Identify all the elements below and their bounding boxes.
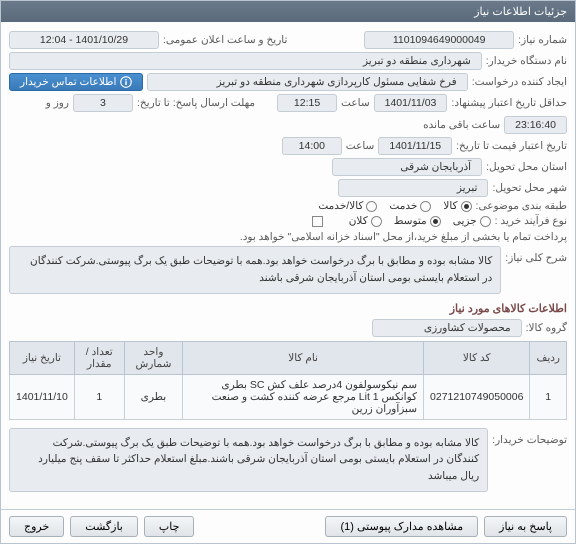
radio-dot-icon: [461, 201, 472, 212]
panel-title: جزئیات اطلاعات نیاز: [1, 1, 575, 22]
table-header-row: ردیف کد کالا نام کالا واحد شمارش تعداد /…: [10, 341, 567, 374]
creator-value: فرخ شفایی مسئول کارپردازی شهرداری منطقه …: [147, 73, 467, 91]
province-value: آذربایجان شرقی: [332, 158, 482, 176]
goods-section-title: اطلاعات کالاهای مورد نیاز: [9, 302, 567, 315]
row-category: طبقه بندی موضوعی: کالا خدمت کالا/خدمت: [9, 200, 567, 212]
row-goods-group: گروه کالا: محصولات کشاورزی: [9, 319, 567, 337]
radio-goods[interactable]: کالا: [443, 200, 471, 212]
creator-label: ایجاد کننده درخواست:: [472, 76, 567, 88]
time-label-2: ساعت: [346, 140, 375, 152]
radio-service-label: خدمت: [389, 200, 417, 212]
goods-table: ردیف کد کالا نام کالا واحد شمارش تعداد /…: [9, 341, 567, 420]
attachments-button[interactable]: مشاهده مدارک پیوستی (1): [325, 516, 478, 537]
print-button[interactable]: چاپ: [144, 516, 195, 537]
row-buyer-org: نام دستگاه خریدار: شهرداری منطقه دو تبری…: [9, 52, 567, 70]
radio-dot-icon: [430, 216, 441, 227]
partial-pay-checkbox[interactable]: [312, 216, 323, 227]
radio-dot-icon: [420, 201, 431, 212]
radio-medium[interactable]: متوسط: [394, 215, 441, 227]
remain-label: ساعت باقی مانده: [423, 119, 500, 131]
radio-goods-service[interactable]: کالا/خدمت: [318, 200, 377, 212]
col-unit: واحد شمارش: [124, 341, 183, 374]
radio-goods-service-label: کالا/خدمت: [318, 200, 363, 212]
col-code: کد کالا: [424, 341, 530, 374]
row-price-valid: تاریخ اعتبار قیمت تا تاریخ: 1401/11/15 س…: [9, 137, 567, 155]
goods-group-value: محصولات کشاورزی: [372, 319, 522, 337]
contact-buyer-label: اطلاعات تماس خریدار: [20, 76, 116, 88]
footer-left-group: پاسخ به نیاز مشاهده مدارک پیوستی (1): [325, 516, 567, 537]
price-valid-date: 1401/11/15: [378, 137, 452, 155]
category-radio-group: کالا خدمت کالا/خدمت: [318, 200, 471, 212]
row-city: شهر محل تحویل: تبریز: [9, 179, 567, 197]
purchase-type-label: نوع فرآیند خرید :: [495, 215, 567, 227]
city-value: تبریز: [338, 179, 488, 197]
contact-buyer-button[interactable]: اطلاعات تماس خریدار: [9, 73, 143, 91]
days-label: روز و: [46, 97, 69, 109]
announce-value: 1401/10/29 - 12:04: [9, 31, 159, 49]
province-label: استان محل تحویل:: [486, 161, 567, 173]
price-valid-label: تاریخ اعتبار قیمت تا تاریخ:: [456, 140, 567, 152]
details-panel: جزئیات اطلاعات نیاز شماره نیاز: 11010946…: [0, 0, 576, 544]
cell-row-no: 1: [530, 374, 567, 419]
response-days: 3: [73, 94, 133, 112]
response-label: مهلت ارسال پاسخ: تا تاریخ:: [137, 97, 255, 109]
price-valid-time: 14:00: [282, 137, 342, 155]
goods-group-label: گروه کالا:: [526, 322, 567, 334]
city-label: شهر محل تحویل:: [492, 182, 567, 194]
deadline-label: حداقل تاریخ اعتبار پیشنهاد:: [451, 97, 567, 109]
category-label: طبقه بندی موضوعی:: [476, 200, 567, 212]
announce-label: تاریخ و ساعت اعلان عمومی:: [163, 34, 287, 46]
need-no-value: 1101094649000049: [364, 31, 514, 49]
info-icon: [120, 76, 132, 88]
need-no-label: شماره نیاز:: [518, 34, 567, 46]
cell-unit: بطری: [124, 374, 183, 419]
buyer-notes-text: کالا مشابه بوده و مطابق با برگ درخواست خ…: [9, 428, 488, 492]
row-buyer-notes: توضیحات خریدار: کالا مشابه بوده و مطابق …: [9, 428, 567, 492]
deadline-time: 12:15: [277, 94, 337, 112]
row-desc: شرح کلی نیاز: کالا مشابه بوده و مطابق با…: [9, 246, 567, 294]
partial-pay-label: پرداخت تمام یا بخشی از مبلغ خرید،از محل …: [240, 231, 567, 243]
back-button[interactable]: بازگشت: [70, 516, 138, 537]
cell-name: سم نیکوسولفون 4درصد علف کش SC بطری کوانک…: [183, 374, 424, 419]
row-deadline: حداقل تاریخ اعتبار پیشنهاد: 1401/11/03 س…: [9, 94, 567, 134]
radio-medium-label: متوسط: [394, 215, 427, 227]
radio-service[interactable]: خدمت: [389, 200, 431, 212]
row-province: استان محل تحویل: آذربایجان شرقی: [9, 158, 567, 176]
radio-goods-label: کالا: [443, 200, 457, 212]
footer-right-group: چاپ بازگشت خروج: [9, 516, 194, 537]
buyer-org-label: نام دستگاه خریدار:: [486, 55, 567, 67]
radio-dot-icon: [366, 201, 377, 212]
deadline-date: 1401/11/03: [374, 94, 448, 112]
respond-button[interactable]: پاسخ به نیاز: [484, 516, 567, 537]
radio-dot-icon: [371, 216, 382, 227]
cell-code: 0271210749050006: [424, 374, 530, 419]
response-countdown: 23:16:40: [504, 116, 567, 134]
purchase-type-radio-group: جزیی متوسط کلان: [349, 215, 491, 227]
buyer-org-value: شهرداری منطقه دو تبریز: [9, 52, 482, 70]
row-purchase-type: نوع فرآیند خرید : جزیی متوسط کلان پرداخت…: [9, 215, 567, 243]
radio-large-label: کلان: [349, 215, 368, 227]
desc-label: شرح کلی نیاز:: [505, 246, 567, 264]
row-need-no: شماره نیاز: 1101094649000049 تاریخ و ساع…: [9, 31, 567, 49]
radio-large[interactable]: کلان: [349, 215, 382, 227]
col-qty: تعداد / مقدار: [74, 341, 124, 374]
cell-date: 1401/11/10: [10, 374, 75, 419]
radio-small-label: جزیی: [453, 215, 477, 227]
desc-text: کالا مشابه بوده و مطابق با برگ درخواست خ…: [9, 246, 501, 294]
col-date: تاریخ نیاز: [10, 341, 75, 374]
footer-bar: پاسخ به نیاز مشاهده مدارک پیوستی (1) چاپ…: [1, 509, 575, 543]
exit-button[interactable]: خروج: [9, 516, 64, 537]
time-label-1: ساعت: [341, 97, 370, 109]
cell-qty: 1: [74, 374, 124, 419]
panel-body: شماره نیاز: 1101094649000049 تاریخ و ساع…: [1, 22, 575, 501]
col-row-no: ردیف: [530, 341, 567, 374]
radio-dot-icon: [480, 216, 491, 227]
radio-small[interactable]: جزیی: [453, 215, 491, 227]
table-row: 1 0271210749050006 سم نیکوسولفون 4درصد ع…: [10, 374, 567, 419]
buyer-notes-label: توضیحات خریدار:: [492, 428, 567, 446]
row-creator: ایجاد کننده درخواست: فرخ شفایی مسئول کار…: [9, 73, 567, 91]
col-name: نام کالا: [183, 341, 424, 374]
